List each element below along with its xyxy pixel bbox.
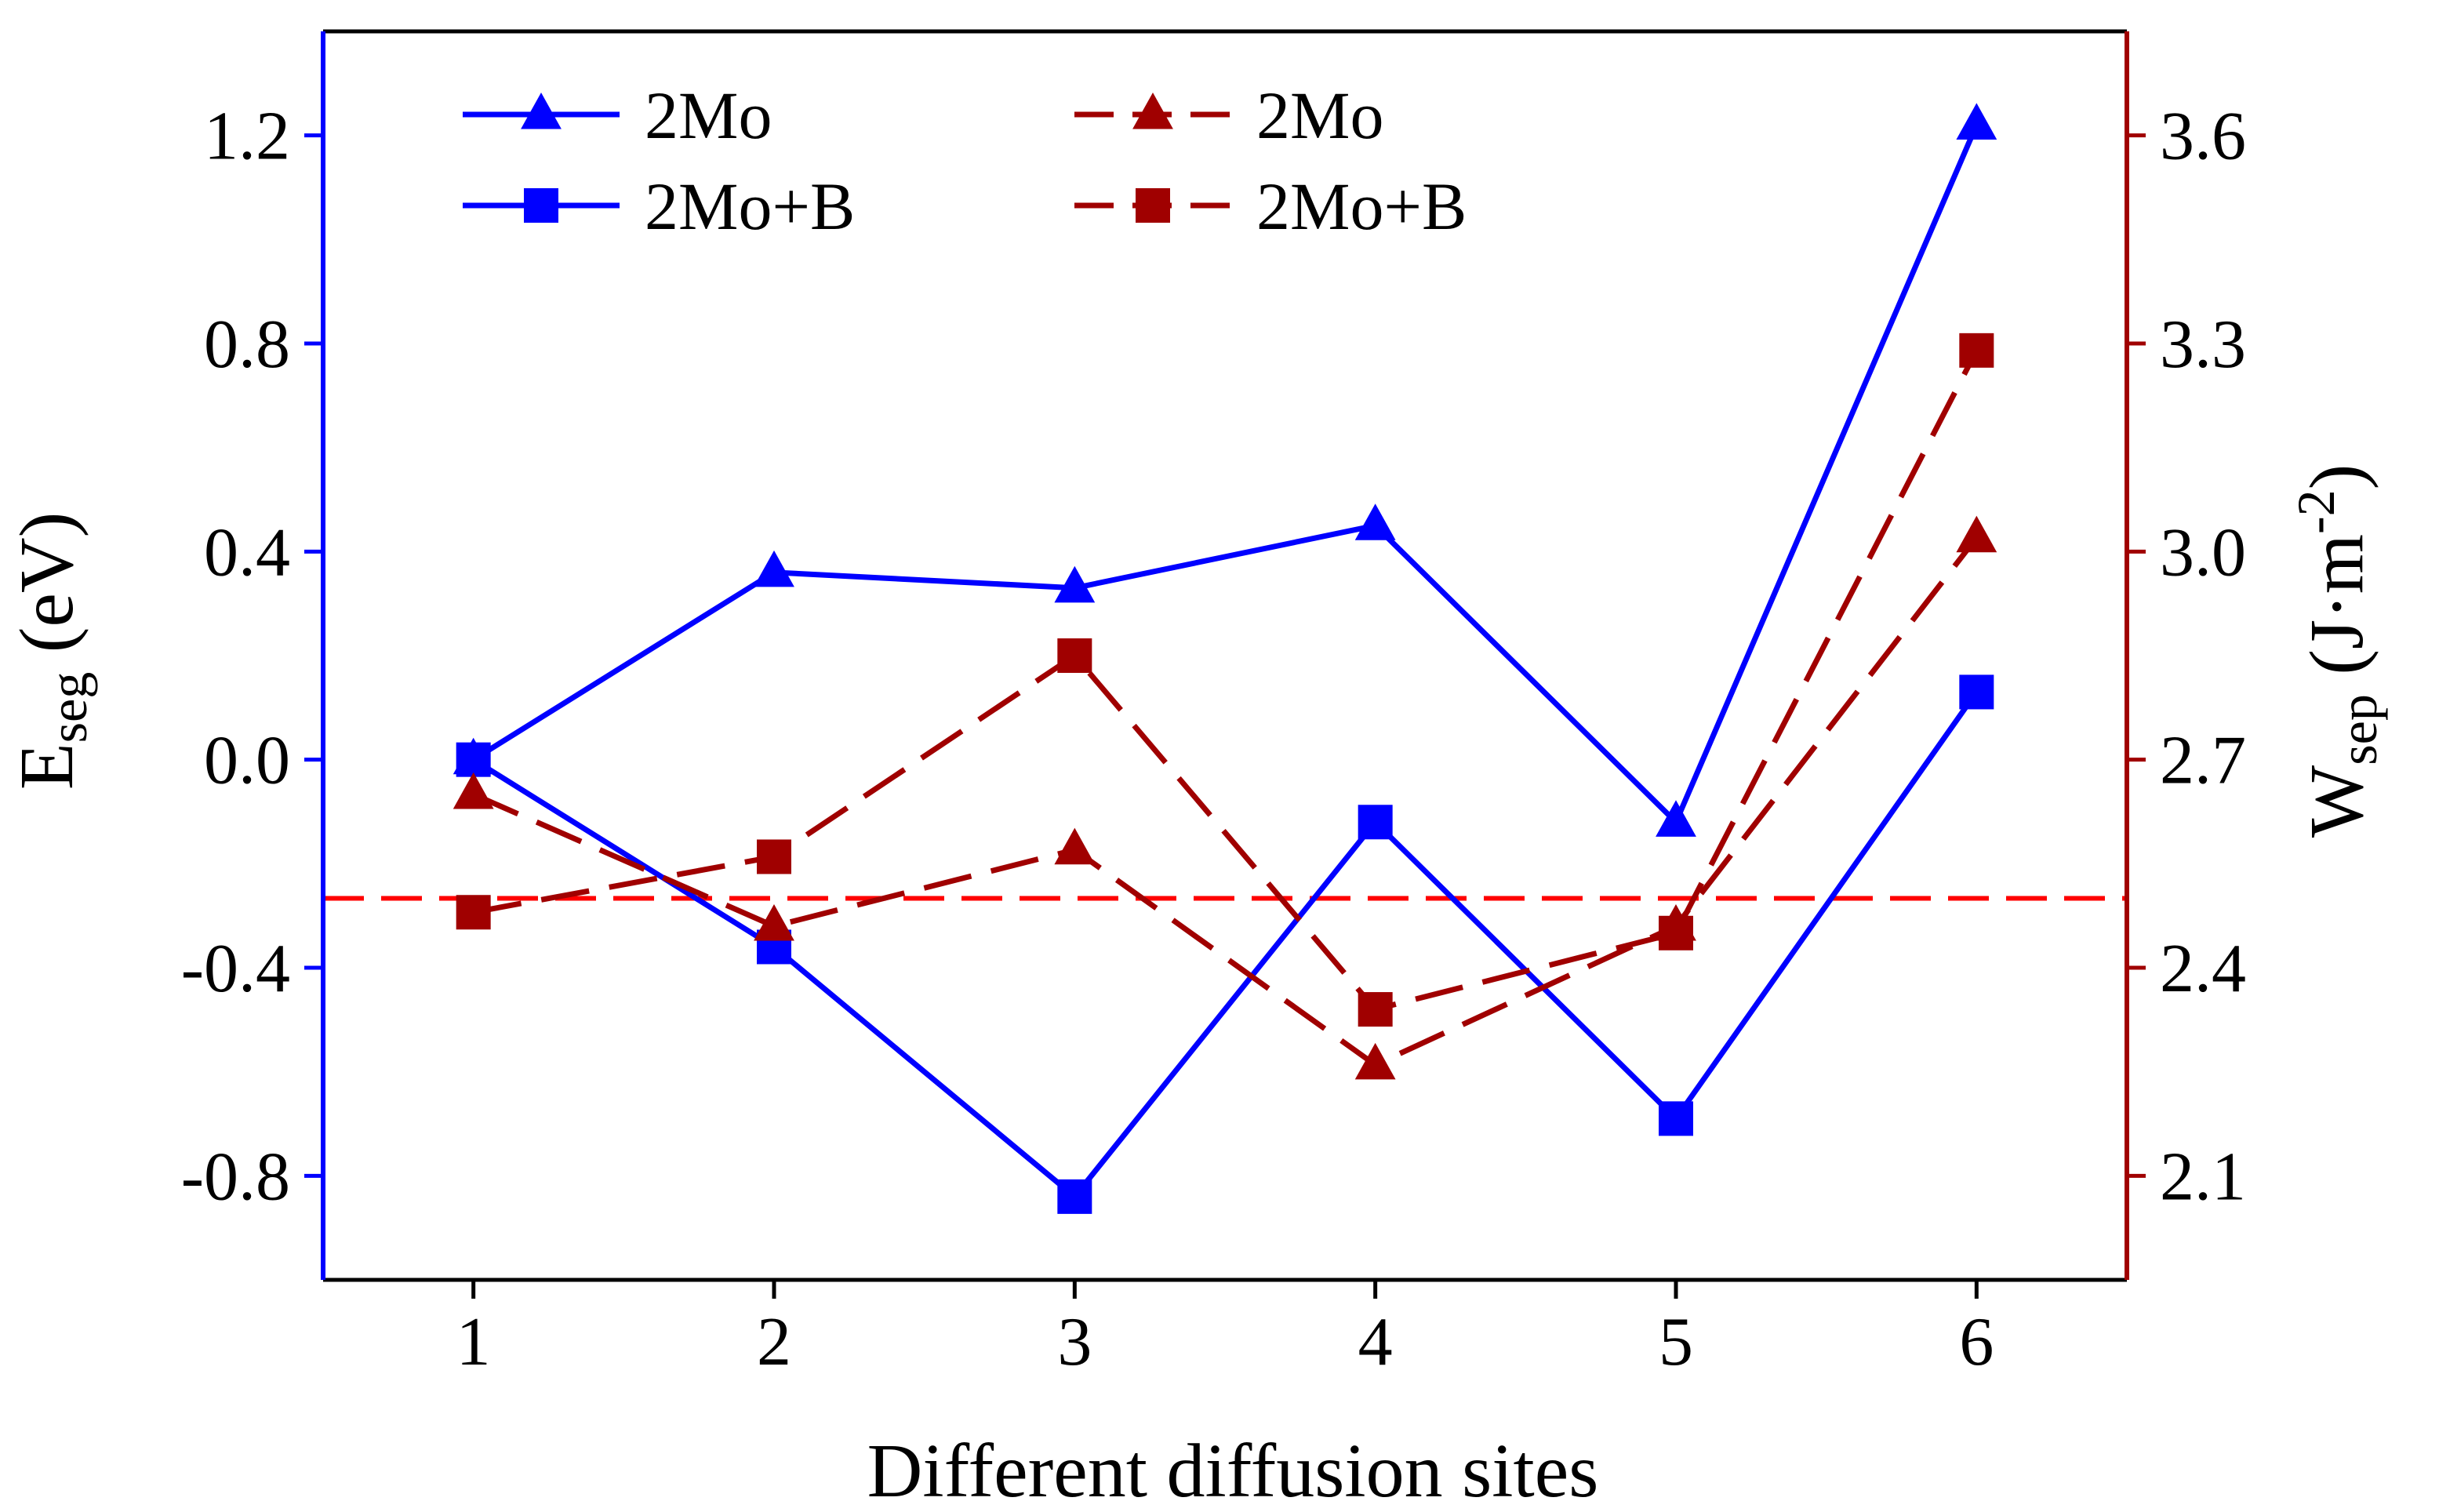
y-left-label-sub: seg	[38, 672, 98, 743]
data-point-right-square	[757, 839, 791, 874]
y-left-label-unit: (eV)	[5, 512, 89, 672]
y-left-label-main: E	[5, 743, 89, 790]
axes-layer: 1 2 3 4 5 6 1.2 0.8 0.4 0.0 -0.4 -0.8 3.6 3.3 3.0 2.7 2.…	[181, 29, 2246, 1380]
x-tick-label: 5	[1659, 1304, 1693, 1380]
data-point-right-triangle	[1956, 515, 1997, 553]
data-point-right-triangle	[754, 903, 794, 941]
y-right-label-main: W	[2295, 765, 2379, 838]
data-point-right-triangle	[453, 772, 494, 809]
legend-marker-square	[524, 188, 558, 223]
y-right-label-unit-pre: (J·m	[2295, 534, 2379, 694]
y-right-tick-label: 2.1	[2160, 1139, 2246, 1215]
data-point-right-triangle	[1354, 1042, 1396, 1080]
data-point-right-square	[1057, 638, 1092, 673]
data-point-left-square	[1659, 1101, 1693, 1136]
legend-label: 2Mo	[1256, 78, 1383, 153]
y-right-tick-label: 2.4	[2160, 931, 2246, 1007]
data-point-right-square	[456, 895, 491, 930]
data-point-left-triangle	[1956, 103, 1997, 140]
legend-label: 2Mo+B	[1256, 169, 1467, 244]
legend-label: 2Mo+B	[645, 169, 855, 244]
legend-label: 2Mo	[645, 78, 772, 153]
svg-text:Wsep (J·m-2): Wsep (J·m-2)	[2286, 464, 2388, 838]
data-point-right-square	[1959, 333, 1994, 368]
y-right-tick-label: 3.0	[2160, 514, 2246, 591]
x-tick-label: 3	[1057, 1304, 1092, 1380]
y-right-axis-label: Wsep (J·m-2)	[2286, 464, 2388, 838]
legend: 2Mo 2Mo+B 2Mo 2Mo+B	[463, 78, 1467, 244]
y-left-tick-label: -0.4	[181, 931, 290, 1007]
y-left-tick-label: 1.2	[204, 99, 290, 175]
data-point-left-triangle	[1656, 800, 1696, 837]
y-right-label-sub: sep	[2328, 694, 2388, 765]
y-right-label-unit-post: )	[2295, 464, 2379, 490]
series-line-right-triangle	[472, 536, 1979, 1068]
series-layer	[453, 103, 1997, 1214]
x-tick-label: 2	[757, 1304, 791, 1380]
y-right-label-unit-sup: -2	[2286, 489, 2346, 534]
y-left-tick-label: 0.8	[204, 307, 290, 383]
y-left-tick-label: -0.8	[181, 1139, 290, 1215]
series-line-left-triangle	[471, 124, 1979, 827]
y-right-tick-label: 3.3	[2160, 307, 2246, 383]
y-right-tick-label: 2.7	[2160, 723, 2246, 799]
legend-marker-square	[1136, 188, 1170, 223]
data-point-right-square	[1659, 915, 1693, 950]
legend-marker-triangle	[521, 93, 562, 129]
x-tick-label: 6	[1959, 1304, 1994, 1380]
svg-text:Eseg (eV): Eseg (eV)	[5, 512, 98, 791]
y-left-tick-label: 0.4	[204, 514, 290, 591]
data-point-right-square	[1358, 992, 1393, 1027]
x-tick-label: 4	[1358, 1304, 1393, 1380]
data-point-left-square	[1358, 805, 1393, 840]
y-right-tick-label: 3.6	[2160, 99, 2246, 175]
data-point-left-square	[456, 742, 491, 777]
data-point-left-square	[1959, 674, 1994, 710]
data-point-left-triangle	[1054, 565, 1096, 603]
x-axis-label: Different diffusion sites	[867, 1429, 1599, 1512]
x-tick-label: 1	[456, 1304, 491, 1380]
data-point-left-triangle	[1354, 503, 1396, 540]
data-point-left-square	[1057, 1179, 1092, 1214]
series-line-right-square	[473, 349, 1979, 1012]
legend-marker-triangle	[1132, 93, 1173, 129]
data-point-right-triangle	[1054, 827, 1096, 865]
y-left-tick-label: 0.0	[204, 723, 290, 799]
data-point-left-triangle	[754, 550, 794, 587]
y-left-axis-label: Eseg (eV)	[5, 512, 98, 791]
series-line-left-square	[471, 690, 1979, 1201]
